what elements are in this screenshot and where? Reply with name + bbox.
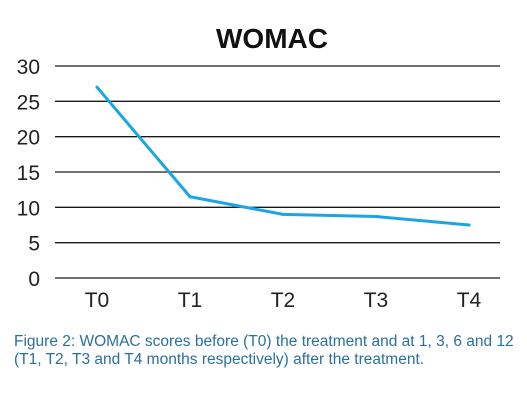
x-axis-ticks: T0 T1 T2 T3 T4 [85,289,482,312]
y-tick-label: 10 [17,197,40,220]
y-tick-label: 0 [28,268,40,291]
figure-caption: Figure 2: WOMAC scores before (T0) the t… [14,333,514,368]
y-tick-label: 25 [17,91,40,114]
y-tick-label: 5 [28,233,40,256]
data-point [374,215,378,219]
y-tick-label: 20 [17,127,40,150]
x-tick-label: T4 [457,289,482,312]
x-tick-label: T2 [271,289,296,312]
y-tick-label: 15 [17,162,40,185]
series-group [95,85,471,227]
chart-title: WOMAC [216,23,328,54]
x-tick-label: T0 [85,289,110,312]
data-point [467,223,471,227]
data-point [281,212,285,216]
line-chart: WOMAC 0 5 10 15 20 25 30 T0 T1 T2 T3 T4 [17,23,500,312]
data-point [188,195,192,199]
gridlines [55,65,500,279]
y-tick-label: 30 [17,56,40,79]
y-axis-ticks: 0 5 10 15 20 25 30 [17,56,40,291]
x-tick-label: T3 [364,289,389,312]
data-point [95,85,99,89]
chart-area: WOMAC 0 5 10 15 20 25 30 T0 T1 T2 T3 T4 [17,23,500,312]
x-tick-label: T1 [178,289,203,312]
series-line [95,85,471,227]
